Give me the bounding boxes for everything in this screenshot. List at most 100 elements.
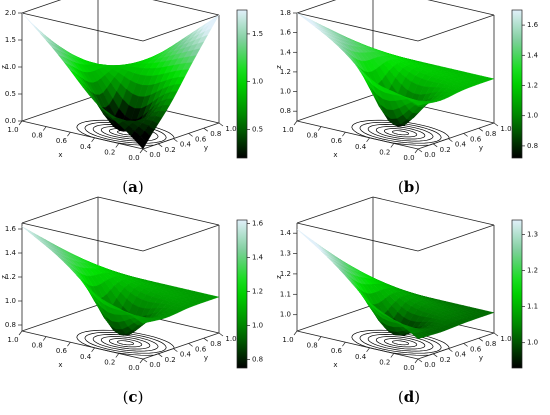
surface-cell bbox=[136, 318, 148, 324]
colorbar-label-b-1: 1.0 bbox=[527, 112, 538, 120]
box-edge-c-6 bbox=[142, 224, 220, 252]
y-tick-label-c-4: 0.8 bbox=[210, 340, 221, 348]
x-tick-label-d-2: 0.6 bbox=[331, 347, 343, 355]
box-edge-b-1 bbox=[296, 0, 337, 14]
x-tick-c-1 bbox=[42, 336, 47, 341]
y-tick-label-c-3: 0.6 bbox=[195, 345, 207, 353]
y-tick-c-5 bbox=[218, 332, 224, 337]
y-tick-b-0 bbox=[417, 148, 423, 153]
y-tick-label-a-2: 0.4 bbox=[180, 141, 192, 149]
y-tick-d-3 bbox=[463, 343, 468, 347]
x-tick-a-0 bbox=[18, 120, 23, 126]
x-tick-label-a-1: 0.8 bbox=[32, 132, 43, 140]
surface-cell bbox=[21, 226, 33, 234]
contour-d-1 bbox=[392, 340, 410, 346]
colorbar-d bbox=[511, 219, 523, 369]
y-tick-label-d-3: 0.6 bbox=[470, 345, 482, 353]
box-edge-c-1 bbox=[21, 196, 99, 224]
y-tick-label-b-2: 0.4 bbox=[455, 141, 467, 149]
box-edge-d-1 bbox=[296, 196, 374, 224]
box-front-edge-b-0 bbox=[296, 120, 419, 150]
z-tick-label-a-1: 0.5 bbox=[5, 90, 16, 98]
x-tick-label-c-3: 0.4 bbox=[80, 353, 92, 361]
colorbar-label-b-3: 1.4 bbox=[527, 51, 539, 59]
y-tick-a-2 bbox=[173, 138, 178, 142]
box-edge-b-5 bbox=[296, 12, 419, 42]
x-tick-label-a-2: 0.6 bbox=[56, 137, 68, 145]
x-tick-label-d-3: 0.4 bbox=[355, 353, 367, 361]
box-front-edge-d-1 bbox=[417, 332, 495, 360]
y-tick-a-5 bbox=[218, 122, 224, 127]
x-tick-b-3 bbox=[366, 137, 370, 143]
box-edge-c-7 bbox=[21, 304, 99, 332]
surface-plot-d: 1.00.80.60.40.20.0x 0.00.20.40.60.81.0y1.… bbox=[275, 196, 538, 372]
box-edge-b-2 bbox=[427, 0, 495, 16]
x-tick-b-2 bbox=[342, 131, 346, 137]
surface-c bbox=[21, 226, 220, 336]
z-tick-label-d-3: 1.3 bbox=[280, 250, 291, 258]
x-tick-label-b-0: 1.0 bbox=[282, 126, 293, 134]
y-axis-label-a: y bbox=[204, 144, 208, 152]
y-tick-b-3 bbox=[463, 133, 468, 137]
colorbar-a bbox=[236, 9, 248, 159]
y-tick-label-d-5: 1.0 bbox=[500, 335, 511, 343]
x-tick-label-b-2: 0.6 bbox=[331, 137, 343, 145]
y-tick-label-a-3: 0.6 bbox=[195, 135, 207, 143]
contour-c-2 bbox=[108, 338, 143, 348]
contour-c-1 bbox=[117, 340, 135, 346]
y-tick-b-5 bbox=[493, 122, 499, 127]
box-edge-d-7 bbox=[296, 304, 374, 332]
z-tick-label-d-2: 1.2 bbox=[280, 270, 291, 278]
surface-plot-c: 1.00.80.60.40.20.0x 0.00.20.40.60.81.0y0.… bbox=[0, 196, 264, 372]
surface-b bbox=[296, 12, 495, 127]
z-axis-label-a: z bbox=[0, 65, 8, 69]
y-axis-label-c: y bbox=[204, 354, 208, 362]
box-edge-c-2 bbox=[97, 196, 220, 226]
x-tick-a-2 bbox=[67, 131, 71, 137]
caption-b: (b) bbox=[397, 178, 421, 196]
x-tick-c-5 bbox=[139, 358, 144, 364]
box-back-b bbox=[296, 0, 495, 124]
box-front-edge-c-0 bbox=[21, 330, 144, 360]
box-edge-c-5 bbox=[21, 222, 144, 252]
y-tick-label-b-4: 0.8 bbox=[485, 130, 496, 138]
y-tick-label-b-0: 0.0 bbox=[424, 151, 435, 159]
x-tick-b-4 bbox=[390, 143, 395, 148]
y-tick-label-d-4: 0.8 bbox=[485, 340, 496, 348]
surface-cell bbox=[411, 332, 423, 340]
y-tick-d-4 bbox=[478, 337, 484, 342]
surface-cell bbox=[411, 100, 423, 106]
colorbar-label-d-2: 1.2 bbox=[527, 267, 538, 275]
x-tick-label-d-1: 0.8 bbox=[307, 342, 318, 350]
x-tick-a-4 bbox=[115, 143, 120, 148]
x-tick-d-4 bbox=[390, 353, 395, 358]
y-tick-label-a-1: 0.2 bbox=[165, 146, 176, 154]
z-tick-label-b-5: 1.8 bbox=[280, 9, 291, 17]
z-tick-label-a-4: 2.0 bbox=[5, 9, 16, 17]
colorbar-label-c-2: 1.2 bbox=[252, 287, 263, 295]
surface-d bbox=[296, 228, 495, 340]
panel-d: 1.0 0.8 0.6 0.4 0.2 0.0 x 0.0 0.2 0.4 0.6 0.8 1.0 y 1.… bbox=[275, 196, 550, 415]
colorbar-b bbox=[511, 9, 523, 159]
box-edge-b-7 bbox=[296, 94, 374, 122]
y-tick-label-d-0: 0.0 bbox=[424, 361, 435, 369]
y-tick-label-c-1: 0.2 bbox=[165, 356, 176, 364]
z-tick-label-b-1: 1.0 bbox=[280, 88, 291, 96]
x-tick-c-2 bbox=[67, 341, 71, 347]
x-tick-label-c-1: 0.8 bbox=[32, 342, 43, 350]
x-tick-c-3 bbox=[91, 347, 95, 353]
y-tick-b-4 bbox=[478, 127, 484, 132]
colorbar-c bbox=[236, 219, 248, 369]
caption-c: (c) bbox=[122, 388, 144, 406]
y-tick-d-5 bbox=[493, 332, 499, 337]
x-axis-label-c: x bbox=[58, 361, 62, 369]
caption-a: (a) bbox=[122, 178, 144, 196]
surface-cell bbox=[27, 19, 39, 30]
x-tick-d-5 bbox=[414, 358, 419, 364]
x-tick-label-a-4: 0.2 bbox=[104, 148, 115, 156]
z-tick-label-a-3: 1.5 bbox=[5, 36, 16, 44]
panel-b: 1.0 0.8 0.6 0.4 0.2 0.0 x 0.0 0.2 0.4 0.6 0.8 1.0 y 0.… bbox=[275, 0, 550, 205]
box-edge-a-2 bbox=[152, 0, 220, 16]
box-front-b bbox=[296, 120, 495, 150]
y-tick-c-0 bbox=[142, 358, 148, 363]
